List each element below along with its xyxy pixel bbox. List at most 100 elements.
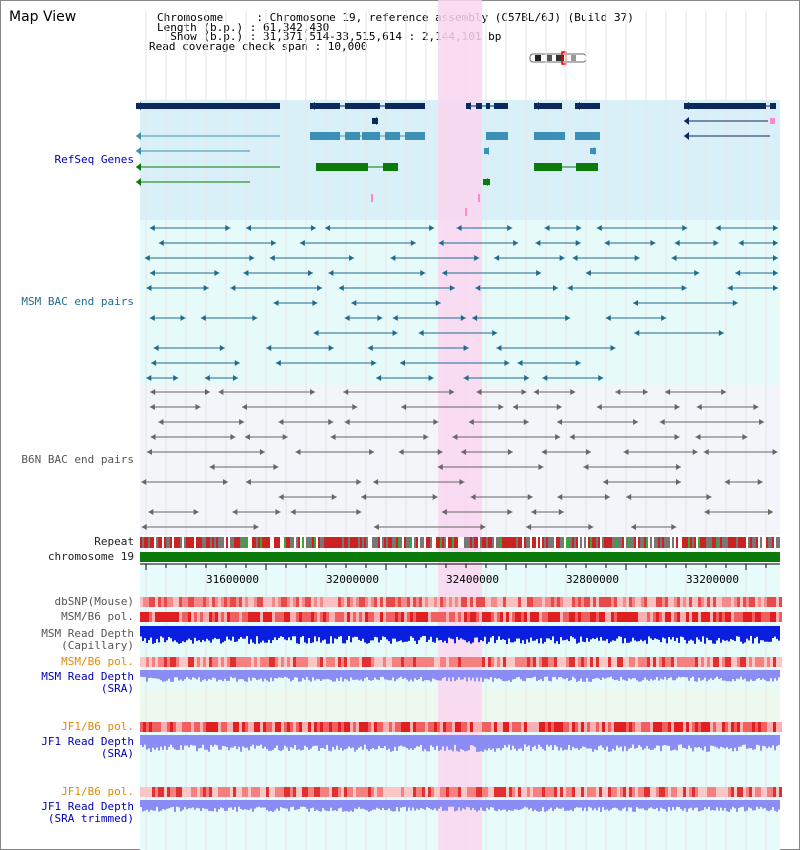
depth-bar — [262, 626, 264, 641]
depth-bar — [678, 670, 680, 677]
depth-bar — [194, 735, 196, 746]
depth-bar — [494, 735, 496, 752]
depth-bar — [278, 670, 280, 678]
depth-bar — [660, 670, 662, 679]
depth-bar — [294, 626, 296, 637]
depth-bar — [272, 735, 274, 750]
repeat-segment — [446, 537, 448, 548]
heat-cell — [245, 787, 248, 797]
heat-cell — [563, 787, 566, 797]
depth-bar — [258, 735, 260, 746]
repeat-segment — [228, 537, 230, 548]
heat-cell — [419, 597, 422, 607]
heat-cell — [590, 722, 593, 732]
heat-cell — [620, 597, 623, 607]
heat-cell — [659, 722, 662, 732]
repeat-segment — [474, 537, 476, 548]
depth-bar — [474, 735, 476, 747]
heat-cell — [320, 722, 323, 732]
depth-bar — [390, 626, 392, 644]
depth-bar — [744, 670, 746, 679]
depth-bar — [352, 670, 354, 680]
depth-bar — [776, 670, 778, 681]
b6n-bac-pair-end — [204, 389, 210, 395]
msm-bac-pair-end — [344, 315, 350, 321]
heat-cell — [164, 787, 167, 797]
heat-cell — [155, 597, 158, 607]
heat-cell — [284, 787, 287, 797]
depth-bar — [694, 670, 696, 682]
heat-cell — [470, 787, 473, 797]
heat-cell — [536, 787, 539, 797]
depth-bar — [224, 626, 226, 641]
heat-cell — [356, 612, 359, 622]
depth-bar — [702, 735, 704, 751]
repeat-segment — [620, 537, 622, 548]
heat-cell — [521, 597, 524, 607]
depth-bar — [492, 735, 494, 749]
depth-bar — [158, 626, 160, 643]
heat-cell — [173, 612, 176, 622]
heat-cell — [191, 612, 194, 622]
heat-cell — [377, 597, 380, 607]
heat-cell — [275, 722, 278, 732]
depth-bar — [364, 670, 366, 679]
b6n-bac-pair-end — [239, 419, 245, 425]
b6n-bac-pair-end — [480, 524, 486, 530]
heat-cell — [689, 787, 692, 797]
heat-cell — [704, 722, 707, 732]
depth-bar — [334, 735, 336, 750]
heat-cell — [728, 657, 731, 667]
depth-bar — [558, 626, 560, 644]
heat-cell — [377, 722, 380, 732]
repeat-segment — [556, 537, 558, 548]
gene-arrow — [575, 102, 580, 110]
depth-bar — [308, 800, 310, 812]
heat-cell — [260, 722, 263, 732]
heat-cell — [362, 597, 365, 607]
depth-bar — [372, 735, 374, 749]
heat-cell — [743, 722, 746, 732]
heat-cell — [554, 597, 557, 607]
depth-bar — [648, 670, 650, 681]
depth-bar — [206, 735, 208, 750]
heat-cell — [596, 657, 599, 667]
repeat-segment — [618, 537, 620, 548]
heat-cell — [200, 612, 203, 622]
depth-bar — [392, 626, 394, 639]
msm-bac-pair-end — [420, 270, 426, 276]
msm-bac-pair-end — [596, 225, 602, 231]
depth-bar — [202, 735, 204, 745]
repeat-segment — [282, 537, 284, 548]
heat-cell — [548, 597, 551, 607]
heat-cell — [350, 722, 353, 732]
heat-cell — [500, 597, 503, 607]
heat-cell — [425, 722, 428, 732]
msm-bac-pair-end — [180, 315, 186, 321]
depth-bar — [156, 626, 158, 639]
depth-bar — [754, 735, 756, 750]
depth-bar — [648, 735, 650, 749]
depth-bar — [708, 735, 710, 752]
repeat-segment — [396, 537, 398, 548]
heat-cell — [176, 612, 179, 622]
depth-bar — [442, 626, 444, 643]
heat-cell — [575, 657, 578, 667]
repeat-segment — [390, 537, 392, 548]
depth-bar — [282, 670, 284, 679]
depth-bar — [566, 800, 568, 811]
depth-bar — [662, 735, 664, 746]
depth-bar — [230, 735, 232, 748]
depth-bar — [546, 800, 548, 811]
repeat-segment — [366, 537, 368, 548]
depth-bar — [454, 735, 456, 745]
heat-cell — [680, 612, 683, 622]
heat-cell — [206, 787, 209, 797]
depth-bar — [366, 800, 368, 811]
depth-bar — [768, 670, 770, 682]
repeat-segment — [584, 537, 586, 548]
depth-bar — [460, 670, 462, 680]
heat-cell — [440, 722, 443, 732]
depth-bar — [500, 626, 502, 640]
